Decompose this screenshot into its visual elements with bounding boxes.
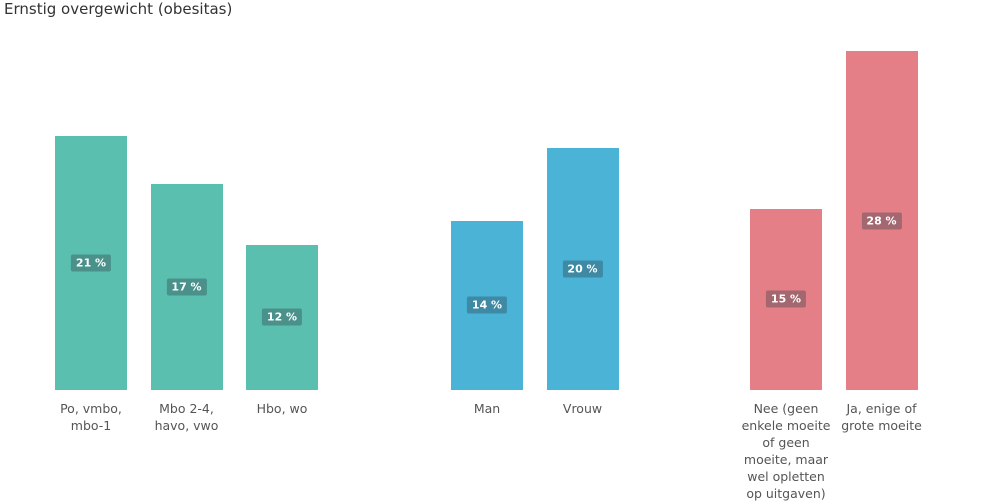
- bar: [150, 184, 223, 390]
- data-label: 21 %: [70, 254, 112, 272]
- bar: [546, 148, 619, 390]
- bar: [246, 244, 318, 390]
- data-label: 15 %: [765, 290, 807, 308]
- chart-title: Ernstig overgewicht (obesitas): [4, 0, 233, 18]
- bar: [845, 51, 918, 390]
- x-tick-label: Vrouw: [562, 401, 603, 416]
- data-label: 17 %: [166, 278, 207, 296]
- x-tick-label: Man: [473, 401, 501, 416]
- x-tick-label: Ja, enige of grote moeite: [841, 401, 922, 433]
- x-tick-label: Hbo, wo: [256, 401, 308, 416]
- x-tick-label: Nee (geen enkele moeite of geen moeite, …: [741, 401, 831, 501]
- data-label: 12 %: [261, 308, 303, 326]
- x-tick-label: Po, vmbo, mbo-1: [60, 401, 122, 433]
- bar: [451, 220, 523, 390]
- x-tick-label: Mbo 2-4, havo, vwo: [154, 401, 219, 433]
- bar: [750, 208, 822, 390]
- data-label: 14 %: [466, 296, 508, 314]
- bar: [55, 135, 127, 390]
- data-label: 20 %: [562, 260, 603, 278]
- data-label: 28 %: [861, 212, 902, 230]
